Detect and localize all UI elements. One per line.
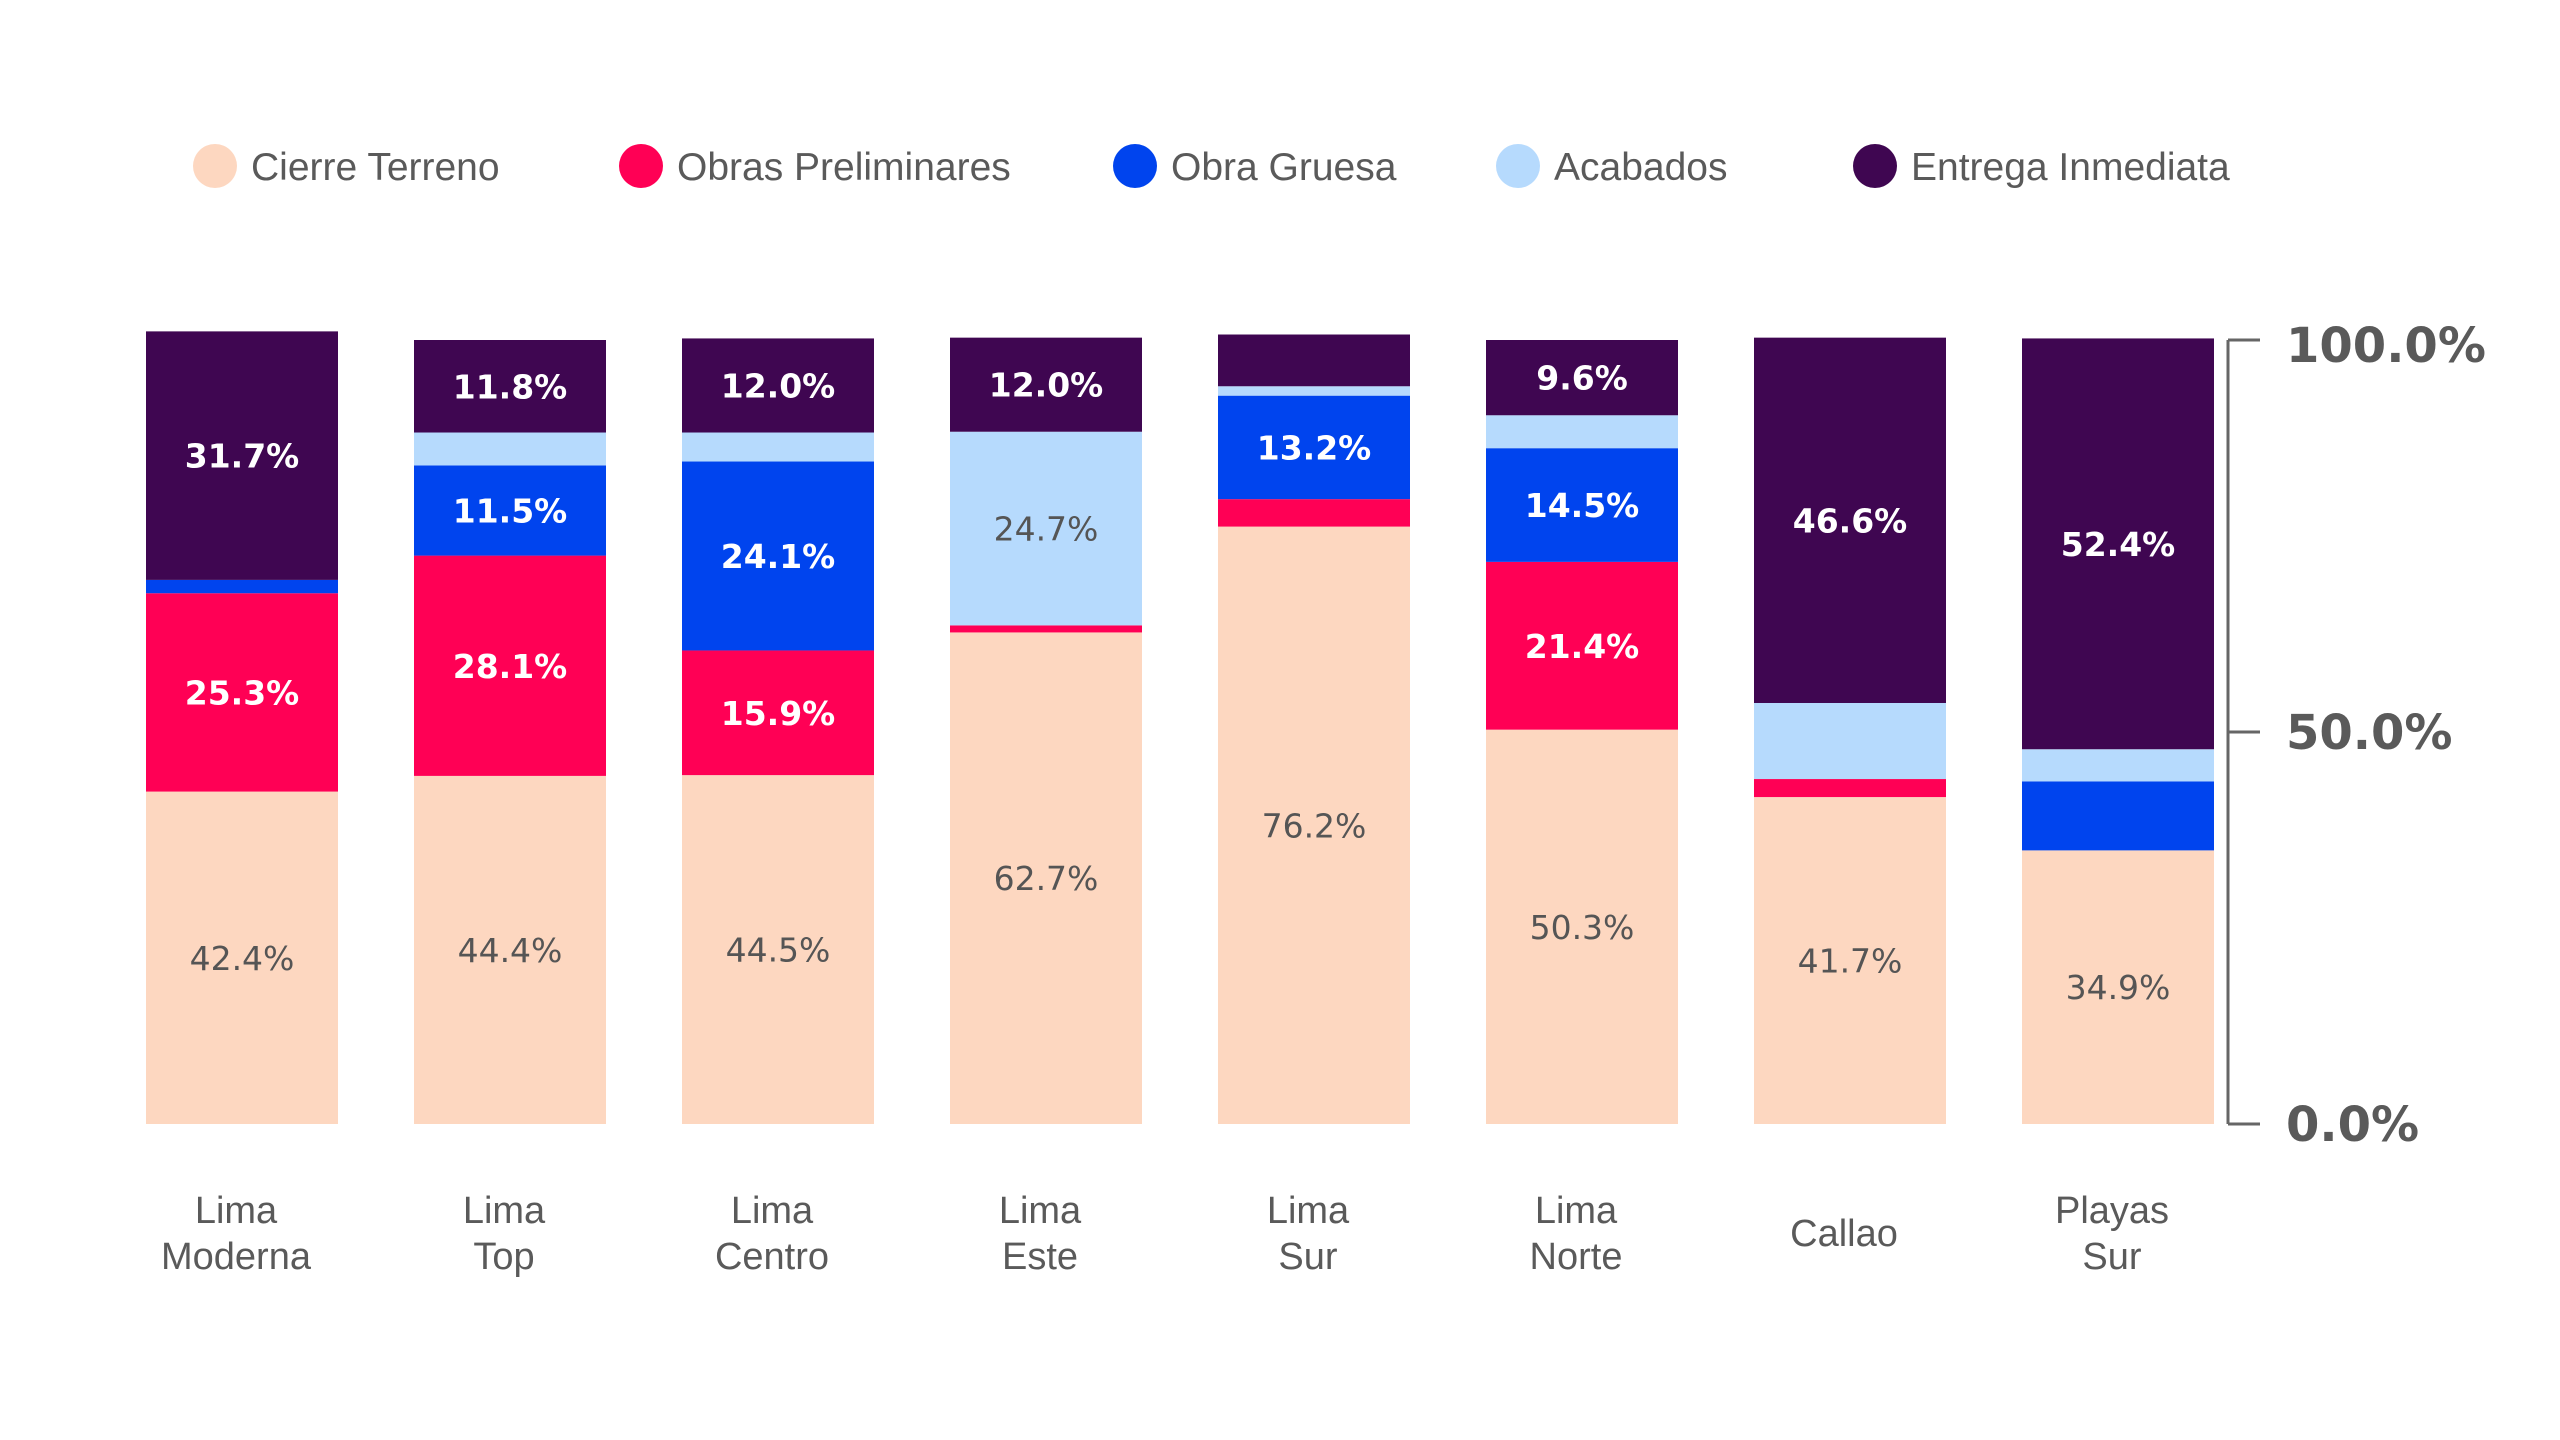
category-labels: LimaModernaLimaTopLimaCentroLimaEsteLima… (161, 1190, 2169, 1278)
category-label-lima-norte-line1: Lima (1535, 1190, 1618, 1232)
bar-segment-lima-top-cierre-terreno (414, 775, 606, 1124)
legend-label-entrega-inmediata: Entrega Inmediata (1911, 146, 2230, 189)
bar-segment-lima-sur-cierre-terreno (1218, 526, 1410, 1124)
bar-segment-callao-obras-preliminares (1754, 779, 1946, 798)
bars (146, 331, 2214, 1124)
bar-segment-lima-este-obras-preliminares (950, 625, 1142, 633)
value-label-lima-sur-cierre-terreno: 76.2% (1262, 806, 1367, 845)
value-label-playas-sur-cierre-terreno: 34.9% (2066, 968, 2171, 1007)
legend-swatch-entrega-inmediata (1853, 144, 1897, 188)
category-label-lima-norte-line2: Norte (1530, 1236, 1623, 1278)
bar-segment-lima-centro-cierre-terreno (682, 775, 874, 1124)
category-label-lima-top-line2: Top (473, 1236, 534, 1278)
bar-segment-lima-sur-obras-preliminares (1218, 499, 1410, 527)
bar-segment-lima-norte-entrega-inmediata (1486, 340, 1678, 416)
value-label-lima-centro-entrega-inmediata: 12.0% (721, 366, 836, 405)
bar-segment-lima-moderna-obras-preliminares (146, 593, 338, 792)
value-label-lima-norte-obra-gruesa: 14.5% (1525, 486, 1640, 525)
value-label-lima-norte-obras-preliminares: 21.4% (1525, 627, 1640, 666)
value-label-lima-este-cierre-terreno: 62.7% (994, 859, 1099, 898)
bar-segment-lima-norte-obras-preliminares (1486, 561, 1678, 730)
bar-segment-lima-top-acabados (414, 432, 606, 466)
category-label-callao-line1: Callao (1790, 1213, 1898, 1255)
bar-segment-playas-sur-entrega-inmediata (2022, 338, 2214, 750)
bar-segment-lima-centro-acabados (682, 432, 874, 462)
bar-segment-lima-norte-cierre-terreno (1486, 729, 1678, 1124)
bar-segment-lima-moderna-cierre-terreno (146, 791, 338, 1124)
value-label-callao-entrega-inmediata: 46.6% (1793, 501, 1908, 540)
bar-segment-lima-centro-entrega-inmediata (682, 338, 874, 433)
value-label-lima-moderna-entrega-inmediata: 31.7% (185, 437, 300, 476)
category-label-lima-este-line2: Este (1002, 1236, 1078, 1278)
legend-label-cierre-terreno: Cierre Terreno (251, 146, 500, 189)
value-label-lima-este-acabados: 24.7% (994, 510, 1099, 549)
category-label-lima-moderna-line2: Moderna (161, 1236, 312, 1278)
bar-segment-playas-sur-acabados (2022, 749, 2214, 782)
category-label-lima-sur-line1: Lima (1267, 1190, 1350, 1232)
value-label-lima-centro-obras-preliminares: 15.9% (721, 694, 836, 733)
category-label-lima-centro-line2: Centro (715, 1236, 829, 1278)
legend-swatch-obras-preliminares (619, 144, 663, 188)
bar-segment-lima-sur-obra-gruesa (1218, 395, 1410, 500)
bar-segment-lima-moderna-entrega-inmediata (146, 331, 338, 580)
bar-segment-lima-moderna-obra-gruesa (146, 579, 338, 594)
category-label-lima-sur-line2: Sur (1278, 1236, 1337, 1278)
legend-swatch-obra-gruesa (1113, 144, 1157, 188)
value-label-callao-cierre-terreno: 41.7% (1798, 942, 1903, 981)
value-label-lima-este-entrega-inmediata: 12.0% (989, 366, 1104, 405)
value-label-playas-sur-entrega-inmediata: 52.4% (2061, 525, 2176, 564)
category-label-playas-sur-line2: Sur (2082, 1236, 2141, 1278)
bar-segment-callao-entrega-inmediata (1754, 337, 1946, 703)
bar-segment-lima-centro-obra-gruesa (682, 461, 874, 651)
legend-label-obras-preliminares: Obras Preliminares (677, 146, 1011, 189)
bar-segment-lima-centro-obras-preliminares (682, 650, 874, 776)
bar-segment-lima-norte-obra-gruesa (1486, 448, 1678, 562)
bar-segment-lima-sur-entrega-inmediata (1218, 334, 1410, 387)
value-labels: 42.4% 25.3% 31.7% 44.4% 28.1% 11.5% 11.8% 44.5%… (185, 359, 2176, 1008)
bar-segment-lima-este-acabados (950, 431, 1142, 626)
value-label-lima-centro-cierre-terreno: 44.5% (726, 931, 831, 970)
legend-swatch-cierre-terreno (193, 144, 237, 188)
value-label-lima-moderna-cierre-terreno: 42.4% (190, 939, 295, 978)
value-label-lima-top-obra-gruesa: 11.5% (453, 492, 568, 531)
y-tick-label-2: 100.0% (2286, 318, 2486, 374)
bar-segment-lima-sur-acabados (1218, 386, 1410, 396)
bar-segment-lima-norte-acabados (1486, 415, 1678, 449)
legend: Cierre Terreno Obras Preliminares Obra Gru… (193, 144, 2230, 189)
value-label-lima-top-cierre-terreno: 44.4% (458, 931, 563, 970)
value-label-lima-norte-cierre-terreno: 50.3% (1530, 908, 1635, 947)
y-tick-label-1: 50.0% (2286, 705, 2453, 761)
category-label-lima-top-line1: Lima (463, 1190, 546, 1232)
bar-segment-playas-sur-obra-gruesa (2022, 781, 2214, 851)
legend-swatch-acabados (1496, 144, 1540, 188)
bar-segment-lima-top-obras-preliminares (414, 555, 606, 776)
value-label-lima-centro-obra-gruesa: 24.1% (721, 537, 836, 576)
value-label-lima-top-obras-preliminares: 28.1% (453, 647, 568, 686)
category-label-playas-sur-line1: Playas (2055, 1190, 2169, 1232)
category-label-lima-este-line1: Lima (999, 1190, 1082, 1232)
category-label-lima-centro-line1: Lima (731, 1190, 814, 1232)
legend-label-acabados: Acabados (1554, 146, 1727, 189)
bar-segment-playas-sur-cierre-terreno (2022, 850, 2214, 1124)
value-label-lima-moderna-obras-preliminares: 25.3% (185, 673, 300, 712)
bar-segment-lima-este-cierre-terreno (950, 632, 1142, 1124)
value-label-lima-top-entrega-inmediata: 11.8% (453, 367, 568, 406)
legend-label-obra-gruesa: Obra Gruesa (1171, 146, 1397, 189)
bar-segment-callao-cierre-terreno (1754, 797, 1946, 1124)
bar-segment-lima-este-entrega-inmediata (950, 337, 1142, 432)
bar-segment-lima-top-entrega-inmediata (414, 340, 606, 433)
value-label-lima-sur-obra-gruesa: 13.2% (1257, 428, 1372, 467)
y-tick-label-0: 0.0% (2286, 1097, 2419, 1153)
value-label-lima-norte-entrega-inmediata: 9.6% (1536, 359, 1628, 398)
bar-segment-callao-acabados (1754, 702, 1946, 780)
bar-segment-lima-top-obra-gruesa (414, 465, 606, 556)
y-axis: 0.0% 50.0% 100.0% (2226, 318, 2486, 1153)
category-label-lima-moderna-line1: Lima (195, 1190, 278, 1232)
